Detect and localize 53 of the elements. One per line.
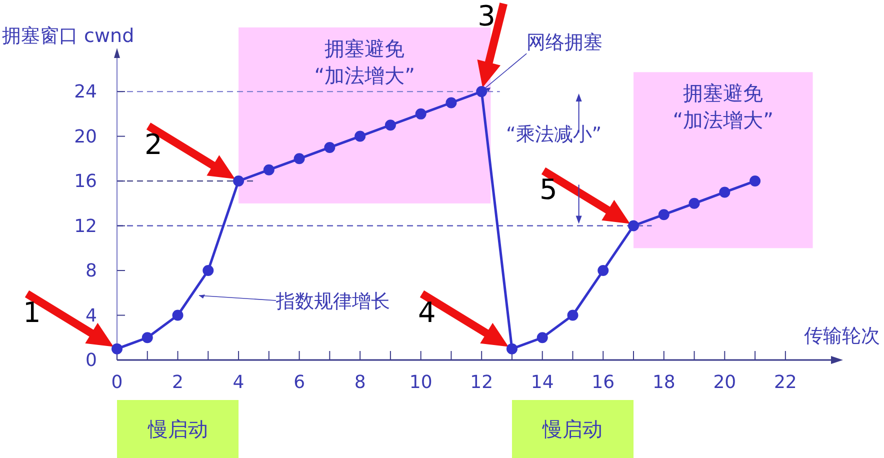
y-axis-title: 拥塞窗口 cwnd xyxy=(2,25,134,47)
point xyxy=(476,86,488,98)
point xyxy=(750,176,761,187)
y-tick-label: 4 xyxy=(86,305,97,326)
point xyxy=(567,310,578,321)
x-tick-label: 16 xyxy=(592,372,615,393)
x-tick-label: 14 xyxy=(530,372,554,393)
point xyxy=(112,343,122,354)
point xyxy=(294,153,305,164)
point xyxy=(415,108,426,120)
x-tick-label: 20 xyxy=(713,372,736,393)
x-tick-label: 22 xyxy=(774,372,797,393)
x-tick-label: 2 xyxy=(172,372,184,393)
x-tick-label: 4 xyxy=(232,372,244,393)
y-tick-label: 0 xyxy=(86,350,97,371)
point xyxy=(384,120,396,131)
y-tick-label: 20 xyxy=(74,126,97,148)
annotation: 指数规律增长 xyxy=(274,290,390,312)
point xyxy=(202,265,214,276)
point xyxy=(536,332,548,344)
point xyxy=(233,176,244,187)
point xyxy=(354,130,366,142)
band-label: 拥塞避免 “加法增大” xyxy=(314,36,415,88)
y-tick-label: 16 xyxy=(74,171,97,192)
point xyxy=(688,198,700,209)
point xyxy=(598,265,609,276)
point xyxy=(446,97,457,108)
x-tick-label: 0 xyxy=(111,372,123,393)
y-tick-label: 8 xyxy=(86,260,97,282)
x-tick-label: 8 xyxy=(354,372,366,393)
point xyxy=(719,186,730,198)
annotation: 2 xyxy=(144,128,162,162)
point xyxy=(263,164,274,176)
point xyxy=(324,142,336,153)
annotation: 5 xyxy=(540,172,558,206)
x-tick-label: 18 xyxy=(652,372,676,393)
annotation: 网络拥塞 xyxy=(526,32,603,54)
y-tick-label: 12 xyxy=(74,216,97,237)
annotation: 4 xyxy=(418,296,436,329)
band-label: 拥塞避免 “加法增大” xyxy=(672,81,774,132)
point xyxy=(172,310,184,321)
x-tick-label: 12 xyxy=(470,372,494,393)
point xyxy=(506,343,518,354)
annotation: 3 xyxy=(478,0,496,33)
point xyxy=(142,332,153,344)
x-axis-title: 传输轮次 xyxy=(804,325,880,347)
x-tick-label: 6 xyxy=(294,372,306,393)
point xyxy=(658,209,670,220)
x-tick-label: 10 xyxy=(409,372,432,393)
annotation: 1 xyxy=(23,296,41,329)
point xyxy=(628,220,640,232)
y-tick-label: 24 xyxy=(74,82,97,103)
annotation: “乘法减小” xyxy=(506,124,602,146)
